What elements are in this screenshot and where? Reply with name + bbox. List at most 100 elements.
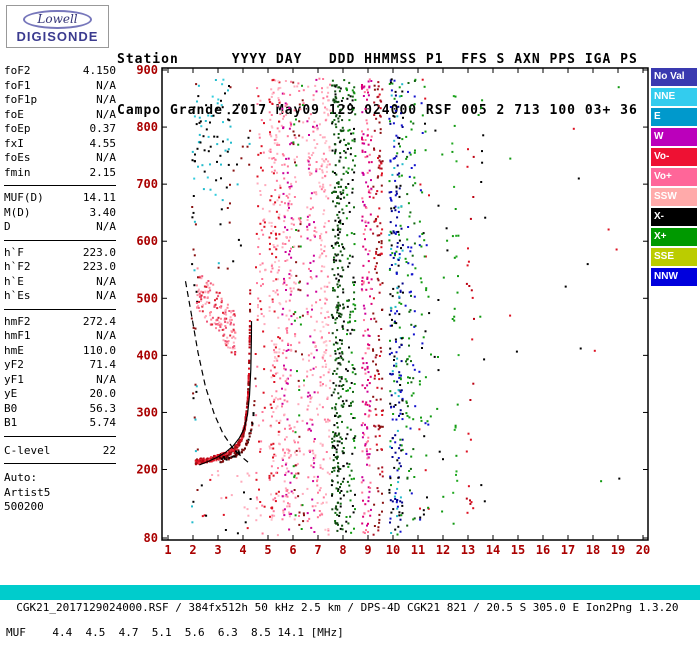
parameter-row: h`F 223.0: [4, 246, 116, 261]
svg-text:400: 400: [136, 348, 158, 362]
parameter-value: 2.15: [89, 165, 117, 179]
svg-text:15: 15: [511, 543, 525, 557]
legend-item: X-: [651, 208, 697, 226]
legend-item: NNW: [651, 268, 697, 286]
parameter-group: C-level 22: [4, 444, 116, 459]
parameter-row: fmin 2.15: [4, 166, 116, 181]
parameter-value: 14.11: [82, 191, 116, 204]
parameter-row: yF2 71.4: [4, 358, 116, 373]
parameter-row: D N/A: [4, 220, 116, 235]
parameter-value: N/A: [96, 107, 116, 121]
parameter-value: N/A: [96, 220, 116, 233]
parameter-label: yE: [4, 387, 18, 400]
parameter-label: h`F2: [4, 260, 31, 273]
parameter-value: 223.0: [82, 260, 116, 273]
parameter-value: 272.4: [82, 314, 116, 328]
separator: [4, 463, 116, 464]
svg-text:700: 700: [136, 177, 158, 191]
parameter-label: Artist5: [4, 485, 51, 499]
parameter-value: 0.37: [89, 122, 117, 135]
parameter-row: 500200: [4, 500, 116, 515]
parameter-value: 223.0: [82, 245, 116, 259]
svg-text:7: 7: [314, 543, 321, 557]
parameter-value: 3.40: [89, 205, 117, 219]
svg-text:600: 600: [136, 234, 158, 248]
parameter-row: foF1p N/A: [4, 93, 116, 108]
parameter-label: fxI: [4, 136, 24, 150]
parameter-label: MUF(D): [4, 191, 44, 204]
svg-text:2: 2: [189, 543, 196, 557]
muf-row: MUF 4.4 4.5 4.7 5.1 5.6 6.3 8.5 14.1 [MH…: [6, 626, 344, 639]
svg-text:8: 8: [339, 543, 346, 557]
parameter-value: N/A: [96, 289, 116, 302]
parameter-row: foEs N/A: [4, 151, 116, 166]
svg-text:80: 80: [144, 531, 158, 545]
parameter-row: yF1 N/A: [4, 373, 116, 388]
parameter-label: foF1p: [4, 93, 38, 106]
separator: [4, 435, 116, 437]
svg-text:13: 13: [461, 543, 475, 557]
echo-direction-legend: No Val NNE E W Vo- Vo+ SSW X- X+ SSE NNW: [651, 68, 697, 288]
svg-text:4: 4: [239, 543, 246, 557]
separator: [4, 308, 116, 310]
parameter-group: h`F 223.0 h`F2 223.0 h`E N/A h`Es N/A: [4, 246, 116, 304]
parameter-row: foEp 0.37: [4, 122, 116, 137]
parameter-value: N/A: [96, 329, 116, 342]
svg-text:1: 1: [164, 543, 171, 557]
parameter-label: hmE: [4, 343, 24, 357]
parameter-row: Artist5: [4, 486, 116, 501]
legend-item: No Val: [651, 68, 697, 86]
svg-text:20: 20: [636, 543, 650, 557]
parameter-panel: foF2 4.150 foF1 N/A foF1p N/A foE N/A foEp 0.37 fx…: [4, 64, 116, 515]
ionogram-plot: 1 2 3 4 5 6 7 8 9 10 11 12 13 14 15 16 17 18 19 20900800700…: [136, 63, 650, 557]
parameter-group: Auto: Artist5 500200: [4, 471, 116, 515]
separator: [4, 185, 116, 186]
separator: [4, 239, 116, 241]
logo-product: DIGISONDE: [16, 28, 99, 44]
parameter-row: h`F2 223.0: [4, 260, 116, 275]
parameter-label: D: [4, 220, 11, 233]
svg-text:18: 18: [586, 543, 600, 557]
logo-brand: Lowell: [37, 11, 78, 26]
parameter-row: B0 56.3: [4, 402, 116, 417]
parameter-label: fmin: [4, 165, 31, 179]
parameter-value: 56.3: [89, 401, 117, 415]
parameter-value: 4.150: [82, 64, 116, 77]
parameter-value: N/A: [96, 93, 116, 106]
parameter-label: h`F: [4, 245, 24, 259]
legend-item: W: [651, 128, 697, 146]
parameter-label: foEp: [4, 122, 31, 135]
legend-item: SSW: [651, 188, 697, 206]
svg-text:17: 17: [561, 543, 575, 557]
parameter-label: hmF2: [4, 314, 31, 328]
parameter-label: B0: [4, 401, 18, 415]
parameter-value: 71.4: [89, 358, 117, 371]
svg-text:300: 300: [136, 405, 158, 419]
parameter-value: 5.74: [89, 416, 117, 429]
status-bar: CGK21_2017129024000.RSF / 384fx512h 50 k…: [0, 585, 700, 614]
parameter-label: h`E: [4, 274, 24, 288]
legend-item: X+: [651, 228, 697, 246]
parameter-row: fxI 4.55: [4, 137, 116, 152]
svg-text:3: 3: [214, 543, 221, 557]
svg-text:16: 16: [536, 543, 550, 557]
legend-item: Vo-: [651, 148, 697, 166]
svg-text:9: 9: [364, 543, 371, 557]
svg-text:5: 5: [264, 543, 271, 557]
lowell-oval-logo: Lowell: [23, 9, 92, 29]
parameter-group: foF2 4.150 foF1 N/A foF1p N/A foE N/A foEp 0.37 fx…: [4, 64, 116, 180]
parameter-value: N/A: [96, 372, 116, 386]
parameter-value: N/A: [96, 274, 116, 288]
parameter-label: h`Es: [4, 289, 31, 302]
header-values-line: Campo Grande 2017 May09 129 024000 RSF 0…: [117, 103, 647, 118]
parameter-row: MUF(D) 14.11: [4, 191, 116, 206]
parameter-label: Auto:: [4, 471, 38, 484]
parameter-label: B1: [4, 416, 18, 429]
parameter-group: MUF(D) 14.11 M(D) 3.40 D N/A: [4, 191, 116, 235]
parameter-label: 500200: [4, 500, 44, 513]
parameter-row: h`Es N/A: [4, 289, 116, 304]
parameter-row: foE N/A: [4, 108, 116, 123]
parameter-row: C-level 22: [4, 444, 116, 459]
parameter-row: foF2 4.150: [4, 64, 116, 79]
parameter-value: N/A: [96, 151, 116, 164]
